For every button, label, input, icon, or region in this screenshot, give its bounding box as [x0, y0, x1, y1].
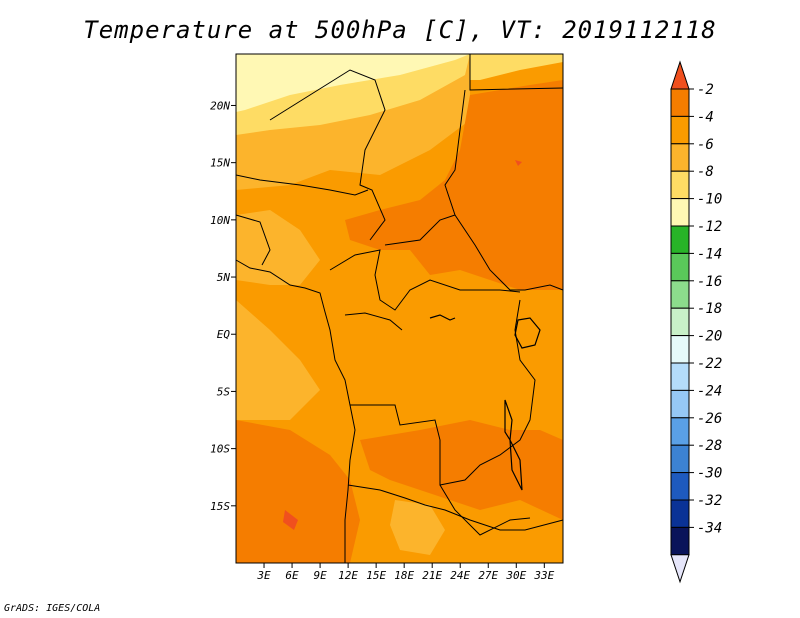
colorbar-label: -14 — [697, 246, 722, 262]
colorbar-label: -4 — [697, 109, 714, 125]
map-frame — [235, 53, 564, 564]
lon-tick-label: 33E — [533, 569, 554, 582]
colorbar-swatch — [670, 307, 690, 337]
latitude-axis: 20N 15N 10N 5N EQ 5S 10S 15S — [210, 99, 236, 513]
field-band-minus4-east — [345, 80, 563, 290]
lon-tick-label: 30E — [505, 569, 526, 582]
colorbar-label: -26 — [697, 411, 722, 427]
field-band-minus4-south — [236, 420, 360, 563]
colorbar-label: -2 — [697, 82, 714, 98]
map-panel: 20N 15N 10N 5N EQ 5S 10S 15S 3E 6E 9E 12E 15E 18E 21E… — [210, 53, 564, 582]
field-band-minus6-west — [236, 210, 320, 285]
map-title: Temperature at 500hPa [C], VT: 201911211… — [83, 16, 717, 44]
lat-tick-label: 5N — [217, 271, 231, 284]
colorbar-swatch — [670, 499, 690, 528]
colorbar-swatch — [670, 444, 690, 474]
field-band-minus2-spot2 — [515, 160, 522, 166]
colorbar-swatch — [670, 389, 690, 419]
field-band-minus6-ocean — [236, 300, 320, 420]
colorbar-label: -10 — [697, 192, 722, 208]
colorbar-swatch — [670, 417, 690, 446]
colorbar-label: -18 — [697, 301, 722, 317]
colorbar-label: -8 — [697, 164, 714, 180]
colorbar-label: -34 — [697, 520, 722, 536]
lon-tick-label: 12E — [338, 569, 358, 582]
colorbar-label: -22 — [697, 356, 722, 372]
colorbar-label: -16 — [697, 274, 722, 290]
lon-tick-label: 9E — [313, 569, 327, 582]
lat-tick-label: EQ — [217, 328, 231, 341]
colorbar-label: -6 — [697, 137, 714, 153]
lon-tick-label: 15E — [366, 569, 386, 582]
lon-tick-label: 21E — [422, 569, 442, 582]
lat-tick-label: 15S — [210, 500, 230, 513]
colorbar-swatch — [670, 335, 690, 364]
colorbar-label: -32 — [697, 493, 722, 509]
longitude-axis: 3E 6E 9E 12E 15E 18E 21E 24E 27E 30E 33E — [256, 563, 555, 582]
colorbar-swatch — [670, 526, 690, 556]
credit-label: GrADS: IGES/COLA — [4, 603, 101, 614]
colorbar-label: -30 — [697, 466, 722, 482]
lon-tick-label: 24E — [450, 569, 470, 582]
lat-tick-label: 5S — [217, 385, 231, 398]
colorbar-swatch — [670, 198, 690, 227]
colorbar-bottom-triangle — [670, 554, 690, 584]
lon-tick-label: 27E — [478, 569, 498, 582]
field-band-minus8-northeast — [470, 54, 563, 80]
lat-tick-label: 10S — [210, 443, 230, 456]
colorbar: -2 -4 -6 -8 -10 -12 -14 -16 -18 -20 -22 -24 -26 -28 -3… — [670, 60, 722, 584]
colorbar-label: -24 — [697, 383, 722, 399]
colorbar-swatch — [670, 472, 690, 501]
field-band-minus8-south-patch — [390, 500, 445, 555]
colorbar-swatch — [670, 362, 690, 391]
lon-tick-label: 6E — [285, 569, 299, 582]
colorbar-swatch — [670, 143, 690, 172]
colorbar-swatch — [670, 252, 690, 282]
colorbar-swatch — [670, 88, 690, 117]
lon-tick-label: 3E — [256, 569, 271, 582]
colorbar-top-triangle — [670, 60, 690, 90]
colorbar-swatch — [670, 225, 690, 254]
lat-tick-label: 15N — [210, 157, 230, 170]
colorbar-swatch — [670, 115, 690, 145]
colorbar-label: -20 — [697, 329, 722, 345]
colorbar-label: -28 — [697, 438, 722, 454]
field-band-minus12-north — [236, 54, 470, 112]
country-borders — [235, 54, 564, 563]
field-band-minus2-spot1 — [283, 510, 298, 530]
colorbar-label: -12 — [697, 219, 722, 235]
lakes — [429, 314, 541, 491]
lat-tick-label: 20N — [210, 99, 230, 112]
lat-tick-label: 10N — [210, 214, 230, 227]
colorbar-swatch — [670, 170, 690, 200]
lon-tick-label: 18E — [394, 569, 414, 582]
colorbar-swatch — [670, 280, 690, 309]
